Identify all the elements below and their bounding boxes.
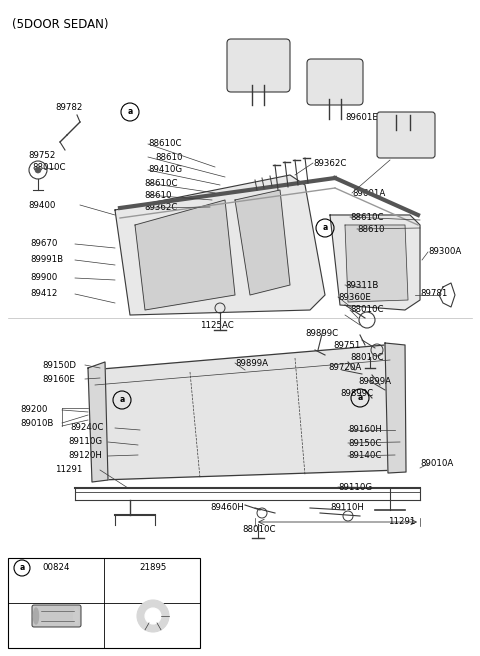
Text: 11291: 11291 (55, 466, 83, 474)
Text: a: a (127, 108, 132, 117)
Text: 89110G: 89110G (338, 483, 372, 491)
Polygon shape (88, 362, 108, 482)
Text: 21895: 21895 (141, 564, 168, 573)
Text: 89010B: 89010B (20, 419, 53, 428)
Text: 89412: 89412 (30, 289, 58, 298)
Text: 89601A: 89601A (352, 188, 385, 197)
Text: a: a (323, 224, 328, 232)
Text: 89160H: 89160H (348, 426, 382, 434)
Text: 88610: 88610 (357, 224, 384, 234)
Text: a: a (120, 396, 125, 405)
Ellipse shape (34, 608, 38, 624)
Text: 89601A: 89601A (230, 77, 263, 87)
Text: 89140C: 89140C (348, 451, 382, 461)
Polygon shape (345, 225, 408, 302)
Text: 89460H: 89460H (210, 504, 244, 512)
Text: 1125AC: 1125AC (200, 321, 234, 329)
Text: 88610C: 88610C (148, 140, 181, 148)
Text: 89899A: 89899A (358, 377, 391, 386)
Text: 89899A: 89899A (235, 358, 268, 367)
FancyBboxPatch shape (32, 605, 81, 627)
Text: 89899C: 89899C (340, 390, 373, 398)
Ellipse shape (73, 608, 79, 624)
Text: (5DOOR SEDAN): (5DOOR SEDAN) (12, 18, 108, 31)
Text: 88010C: 88010C (242, 525, 276, 535)
Text: 89200: 89200 (20, 405, 48, 415)
FancyBboxPatch shape (377, 112, 435, 158)
Text: 89110H: 89110H (330, 504, 364, 512)
FancyBboxPatch shape (227, 39, 290, 92)
Text: 89010A: 89010A (420, 459, 453, 468)
Text: 89311B: 89311B (345, 281, 378, 289)
Text: 89110G: 89110G (68, 438, 102, 447)
Text: 89362C: 89362C (313, 159, 347, 167)
Text: 89601E: 89601E (345, 113, 378, 123)
Text: 89720A: 89720A (328, 363, 361, 373)
Text: 88610: 88610 (155, 152, 182, 161)
Text: 88610C: 88610C (144, 178, 178, 188)
Text: 89752: 89752 (28, 150, 55, 159)
Text: 89240C: 89240C (70, 424, 103, 432)
Text: 89670: 89670 (30, 239, 58, 249)
Polygon shape (115, 175, 325, 315)
Circle shape (35, 167, 41, 173)
Text: 21895: 21895 (139, 564, 167, 573)
Text: 88010C: 88010C (350, 306, 384, 314)
Text: 89300A: 89300A (428, 247, 461, 256)
Text: a: a (358, 394, 362, 403)
Text: 11291: 11291 (388, 516, 415, 525)
Text: 89400: 89400 (28, 201, 55, 209)
Text: 88010C: 88010C (32, 163, 65, 171)
Text: 89899C: 89899C (305, 329, 338, 337)
FancyBboxPatch shape (307, 59, 363, 105)
Text: 89410G: 89410G (148, 165, 182, 174)
Text: 88610C: 88610C (350, 213, 384, 222)
Text: a: a (19, 564, 24, 573)
Text: 89120H: 89120H (68, 451, 102, 461)
Text: 00824: 00824 (42, 564, 70, 573)
Text: 89360E: 89360E (338, 293, 371, 302)
Text: 88010C: 88010C (350, 352, 384, 361)
Text: 89751: 89751 (333, 342, 360, 350)
Text: 89150D: 89150D (42, 361, 76, 369)
Bar (8, 558, 200, 648)
Text: 89781: 89781 (420, 289, 447, 298)
Polygon shape (330, 215, 420, 310)
Text: 00824: 00824 (51, 564, 79, 573)
Text: 89362C: 89362C (144, 203, 178, 213)
Text: 89150C: 89150C (348, 438, 382, 447)
Polygon shape (235, 190, 290, 295)
Polygon shape (385, 343, 406, 473)
Text: 88610: 88610 (144, 190, 171, 199)
Polygon shape (90, 345, 400, 480)
Text: 89782: 89782 (55, 104, 83, 112)
Text: 89991B: 89991B (30, 255, 63, 264)
Circle shape (145, 608, 161, 624)
Text: 89160E: 89160E (42, 375, 75, 384)
Text: 89900: 89900 (30, 274, 57, 283)
Circle shape (137, 600, 169, 632)
Polygon shape (135, 200, 235, 310)
